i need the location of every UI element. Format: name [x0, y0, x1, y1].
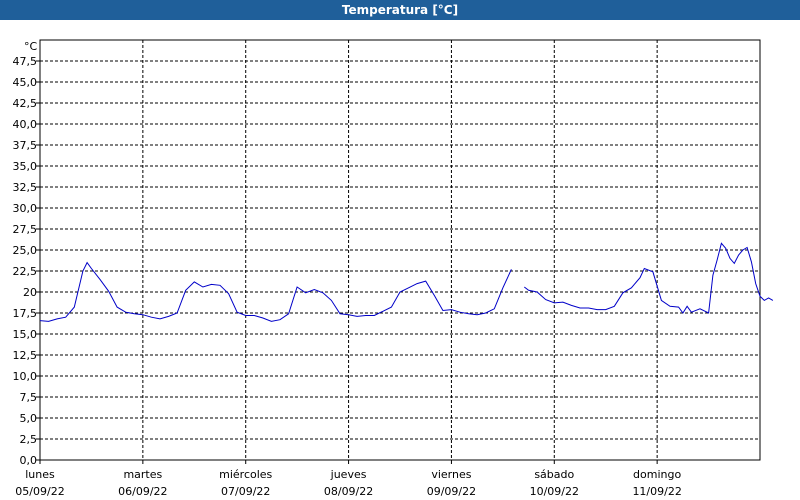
x-tick-label-date: 09/09/22	[427, 485, 476, 498]
x-tick-label-day: lunes	[25, 468, 55, 481]
x-tick-label-day: miércoles	[219, 468, 272, 481]
x-tick-label-date: 10/09/22	[530, 485, 579, 498]
temperature-series-line	[39, 261, 512, 322]
y-tick-label: 47,5	[13, 55, 38, 68]
y-tick-label: 37,5	[13, 139, 38, 152]
y-tick-label: 15,0	[13, 328, 38, 341]
y-tick-label: 20	[23, 286, 37, 299]
x-tick-label-day: sábado	[534, 468, 574, 481]
chart-title: Temperatura [°C]	[341, 3, 459, 17]
y-tick-label: 12,5	[13, 349, 38, 362]
y-tick-label: 27,5	[13, 223, 38, 236]
series-lines	[39, 242, 774, 322]
y-tick-label: 0,0	[20, 454, 38, 467]
y-tick-label: 35,0	[13, 160, 38, 173]
y-tick-label: 17,5	[13, 307, 38, 320]
y-tick-label: 25,0	[13, 244, 38, 257]
y-tick-label: 2,5	[20, 433, 38, 446]
y-tick-label: 45,0	[13, 76, 38, 89]
temperature-chart: 0,0 2,5 5,0 7,5 10,0 12,5 15,0 17,5 20 22,5 25,0 27…	[13, 39, 774, 498]
y-axis-unit-label: °C	[24, 40, 38, 53]
y-axis-ticks: 0,0 2,5 5,0 7,5 10,0 12,5 15,0 17,5 20 22,5 25,0 27…	[13, 55, 40, 467]
x-tick-label-date: 05/09/22	[15, 485, 64, 498]
y-tick-label: 5,0	[20, 412, 38, 425]
y-tick-label: 30,0	[13, 202, 38, 215]
y-tick-label: 32,5	[13, 181, 38, 194]
x-tick-label-day: viernes	[431, 468, 471, 481]
y-tick-label: 40,0	[13, 118, 38, 131]
x-axis-ticks: lunes 05/09/22 martes 06/09/22 miércoles 07/0…	[15, 460, 682, 498]
y-tick-label: 42,5	[13, 97, 38, 110]
x-tick-label-date: 08/09/22	[324, 485, 373, 498]
x-tick-label-day: jueves	[330, 468, 367, 481]
y-tick-label: 7,5	[20, 391, 38, 404]
chart-title-bar: Temperatura [°C]	[0, 0, 800, 20]
y-tick-label: 22,5	[13, 265, 38, 278]
x-tick-label-date: 07/09/22	[221, 485, 270, 498]
x-tick-label-day: martes	[123, 468, 162, 481]
x-tick-label-date: 06/09/22	[118, 485, 167, 498]
x-tick-label-date: 11/09/22	[632, 485, 681, 498]
temperature-series-line	[523, 242, 774, 314]
x-tick-label-day: domingo	[633, 468, 681, 481]
grid	[40, 40, 760, 460]
y-tick-label: 10,0	[13, 370, 38, 383]
